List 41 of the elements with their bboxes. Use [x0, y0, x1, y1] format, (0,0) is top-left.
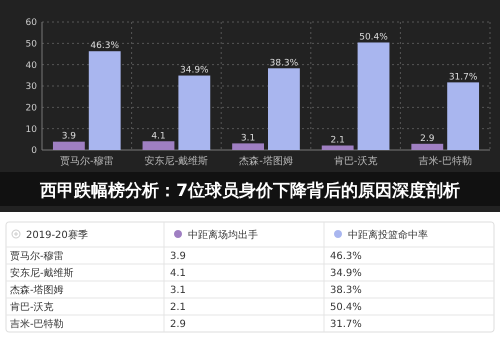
data-label: 46.3% [90, 41, 120, 52]
data-label: 3.1 [240, 133, 256, 144]
y-tick-label: 20 [26, 103, 38, 114]
text: 46.3% [330, 251, 362, 262]
data-label: 31.7% [448, 72, 478, 82]
data-label: 2.1 [330, 136, 345, 146]
category-label: 吉米-巴特勒 [10, 319, 64, 330]
text: 31.7% [330, 319, 362, 330]
text: 50.4% [330, 302, 362, 313]
legend-label: 中距离场均出手 [188, 229, 258, 241]
y-tick-label: 50 [26, 39, 38, 50]
legend-label: 中距离投篮命中率 [348, 229, 428, 241]
text: 西甲跌幅榜分析：7位球员身价下降背后的原因深度剖析 [39, 181, 460, 201]
category-label: 贾马尔-穆雷 [10, 251, 64, 262]
y-tick-label: 30 [26, 82, 38, 92]
x-tick-label: 贾马尔-穆雷 [60, 155, 114, 167]
y-tick-label: 0 [31, 146, 38, 156]
data-label: 2.9 [420, 134, 435, 144]
category-label: 安东尼-戴维斯 [10, 268, 74, 279]
y-tick-label: 60 [26, 18, 38, 28]
x-tick-label: 杰森-塔图姆 [239, 155, 293, 167]
text: 3.1 [170, 285, 186, 296]
text: 2.1 [170, 302, 186, 313]
data-label: 34.9% [180, 66, 210, 76]
legend-title: 2019-20赛季 [26, 229, 88, 241]
text: 34.9% [330, 268, 362, 279]
text: 2.9 [170, 319, 186, 330]
text: 38.3% [330, 285, 362, 296]
text: 4.1 [170, 268, 186, 279]
data-label: 50.4% [359, 32, 388, 42]
y-tick-label: 10 [26, 124, 38, 135]
y-tick-label: 40 [26, 60, 38, 71]
data-label: 4.1 [151, 131, 166, 142]
x-tick-label: 吉米-巴特勒 [418, 155, 472, 167]
text: 3.9 [170, 251, 186, 262]
category-label: 肯巴-沃克 [10, 302, 54, 313]
x-tick-label: 肯巴-沃克 [334, 155, 378, 167]
category-label: 杰森-塔图姆 [10, 285, 64, 296]
data-label: 38.3% [270, 58, 299, 68]
x-tick-label: 安东尼-戴维斯 [144, 155, 208, 167]
data-label: 3.9 [62, 132, 76, 142]
